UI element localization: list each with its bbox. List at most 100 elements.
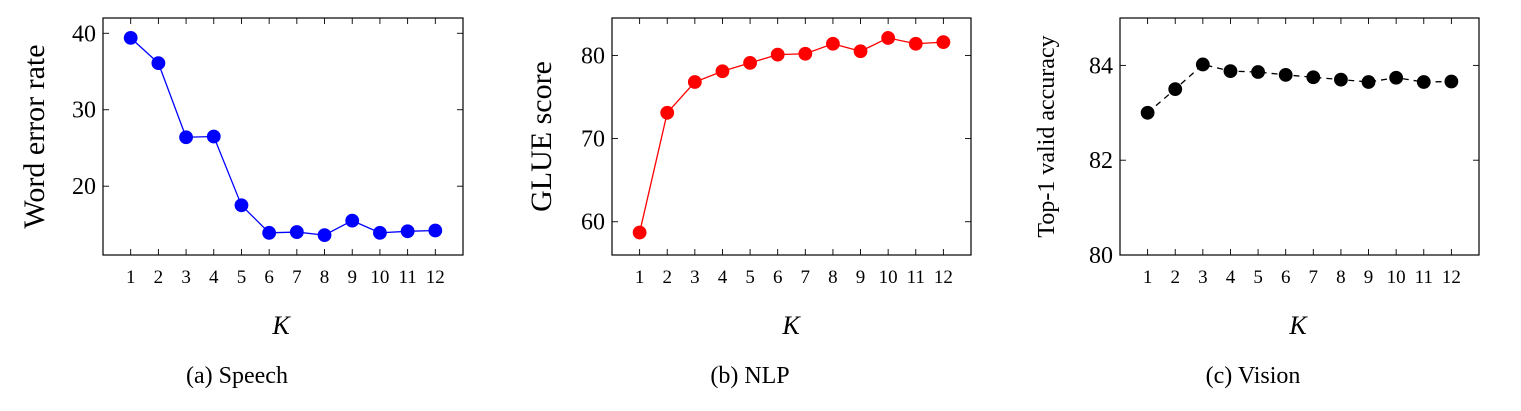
y-tick-label: 80: [1089, 243, 1113, 269]
data-point: [826, 36, 840, 51]
data-point: [632, 225, 647, 240]
data-point: [428, 223, 443, 238]
y-axis-label: Top-1 valid accuracy: [1034, 35, 1060, 237]
data-point: [373, 225, 387, 240]
x-tick-label: 8: [320, 267, 330, 288]
series-line: [1147, 63, 1452, 114]
data-point: [262, 225, 277, 240]
y-tick-label: 80: [581, 43, 605, 69]
data-point: [123, 30, 138, 45]
x-tick-label: 2: [154, 267, 164, 288]
data-point: [1361, 75, 1376, 89]
chart-caption: (a) Speech: [186, 363, 288, 389]
data-point: [1306, 70, 1321, 85]
x-tick-label: 3: [181, 267, 191, 288]
data-point: [151, 56, 166, 71]
x-axis-label: K: [271, 311, 291, 340]
x-tick-label: 10: [370, 267, 389, 288]
x-tick-label: 4: [718, 267, 728, 288]
data-point: [908, 36, 923, 51]
data-point: [1168, 82, 1183, 96]
x-tick-label: 7: [1309, 267, 1319, 288]
x-axis-label: K: [1288, 311, 1308, 340]
data-point: [715, 64, 730, 79]
y-tick-label: 60: [581, 210, 605, 236]
x-tick-label: 9: [856, 267, 866, 288]
x-tick-label: 5: [1253, 267, 1263, 288]
y-tick-label: 30: [72, 98, 96, 124]
data-point: [234, 198, 249, 213]
x-tick-label: 12: [1442, 267, 1461, 288]
data-point: [1223, 64, 1238, 78]
x-tick-label: 10: [879, 267, 898, 288]
x-tick-label: 1: [635, 267, 645, 288]
x-tick-label: 5: [237, 267, 247, 288]
x-tick-label: 6: [1281, 267, 1291, 288]
y-tick-label: 20: [72, 174, 96, 200]
x-tick-label: 4: [1226, 267, 1236, 288]
y-tick-label: 70: [581, 127, 605, 153]
x-tick-label: 6: [773, 267, 783, 288]
x-tick-label: 9: [347, 267, 357, 288]
x-tick-label: 11: [907, 267, 925, 288]
x-tick-label: 7: [292, 267, 302, 288]
x-tick-label: 1: [126, 267, 136, 288]
series-line: [130, 37, 436, 236]
plot-frame: [1119, 17, 1480, 256]
data-point: [1251, 65, 1265, 79]
chart-caption: (c) Vision: [1206, 363, 1301, 389]
plot-frame: [102, 17, 464, 256]
x-tick-label: 7: [801, 267, 811, 288]
data-point: [1334, 72, 1348, 87]
data-point: [289, 225, 304, 239]
data-point: [1195, 57, 1210, 72]
x-tick-label: 4: [209, 267, 219, 288]
x-tick-label: 2: [1170, 267, 1180, 288]
data-point: [687, 75, 702, 89]
x-tick-label: 6: [264, 267, 274, 288]
x-tick-label: 11: [1415, 267, 1433, 288]
x-tick-label: 10: [1387, 267, 1406, 288]
x-tick-label: 12: [934, 267, 953, 288]
y-tick-label: 40: [72, 21, 96, 47]
x-tick-label: 8: [828, 267, 838, 288]
data-point: [1444, 74, 1459, 89]
data-point: [798, 46, 813, 61]
x-tick-label: 3: [690, 267, 700, 288]
data-point: [743, 56, 757, 70]
data-point: [317, 228, 332, 243]
data-point: [770, 47, 785, 62]
data-point: [179, 130, 193, 145]
y-tick-label: 84: [1089, 53, 1113, 79]
chart-caption: (b) NLP: [710, 363, 789, 389]
x-tick-label: 3: [1198, 267, 1208, 288]
plot-frame: [611, 17, 972, 256]
data-point: [345, 213, 360, 228]
data-point: [1416, 75, 1431, 89]
x-axis-label: K: [781, 311, 801, 340]
data-point: [1278, 67, 1293, 82]
x-tick-label: 5: [745, 267, 755, 288]
data-point: [936, 35, 951, 50]
data-point: [206, 129, 221, 144]
data-point: [853, 44, 868, 59]
data-point: [660, 105, 675, 120]
x-tick-label: 1: [1143, 267, 1153, 288]
series-line: [638, 37, 944, 233]
data-point: [1389, 70, 1404, 85]
y-axis-label: Word error rate: [18, 44, 51, 228]
x-tick-label: 12: [426, 267, 445, 288]
x-tick-label: 8: [1336, 267, 1346, 288]
y-axis-label: GLUE score: [525, 61, 558, 212]
y-tick-label: 82: [1089, 148, 1113, 174]
x-tick-label: 11: [398, 267, 416, 288]
data-point: [400, 224, 415, 239]
x-tick-label: 2: [662, 267, 672, 288]
x-tick-label: 9: [1364, 267, 1374, 288]
data-point: [1140, 105, 1155, 120]
data-point: [881, 31, 896, 45]
